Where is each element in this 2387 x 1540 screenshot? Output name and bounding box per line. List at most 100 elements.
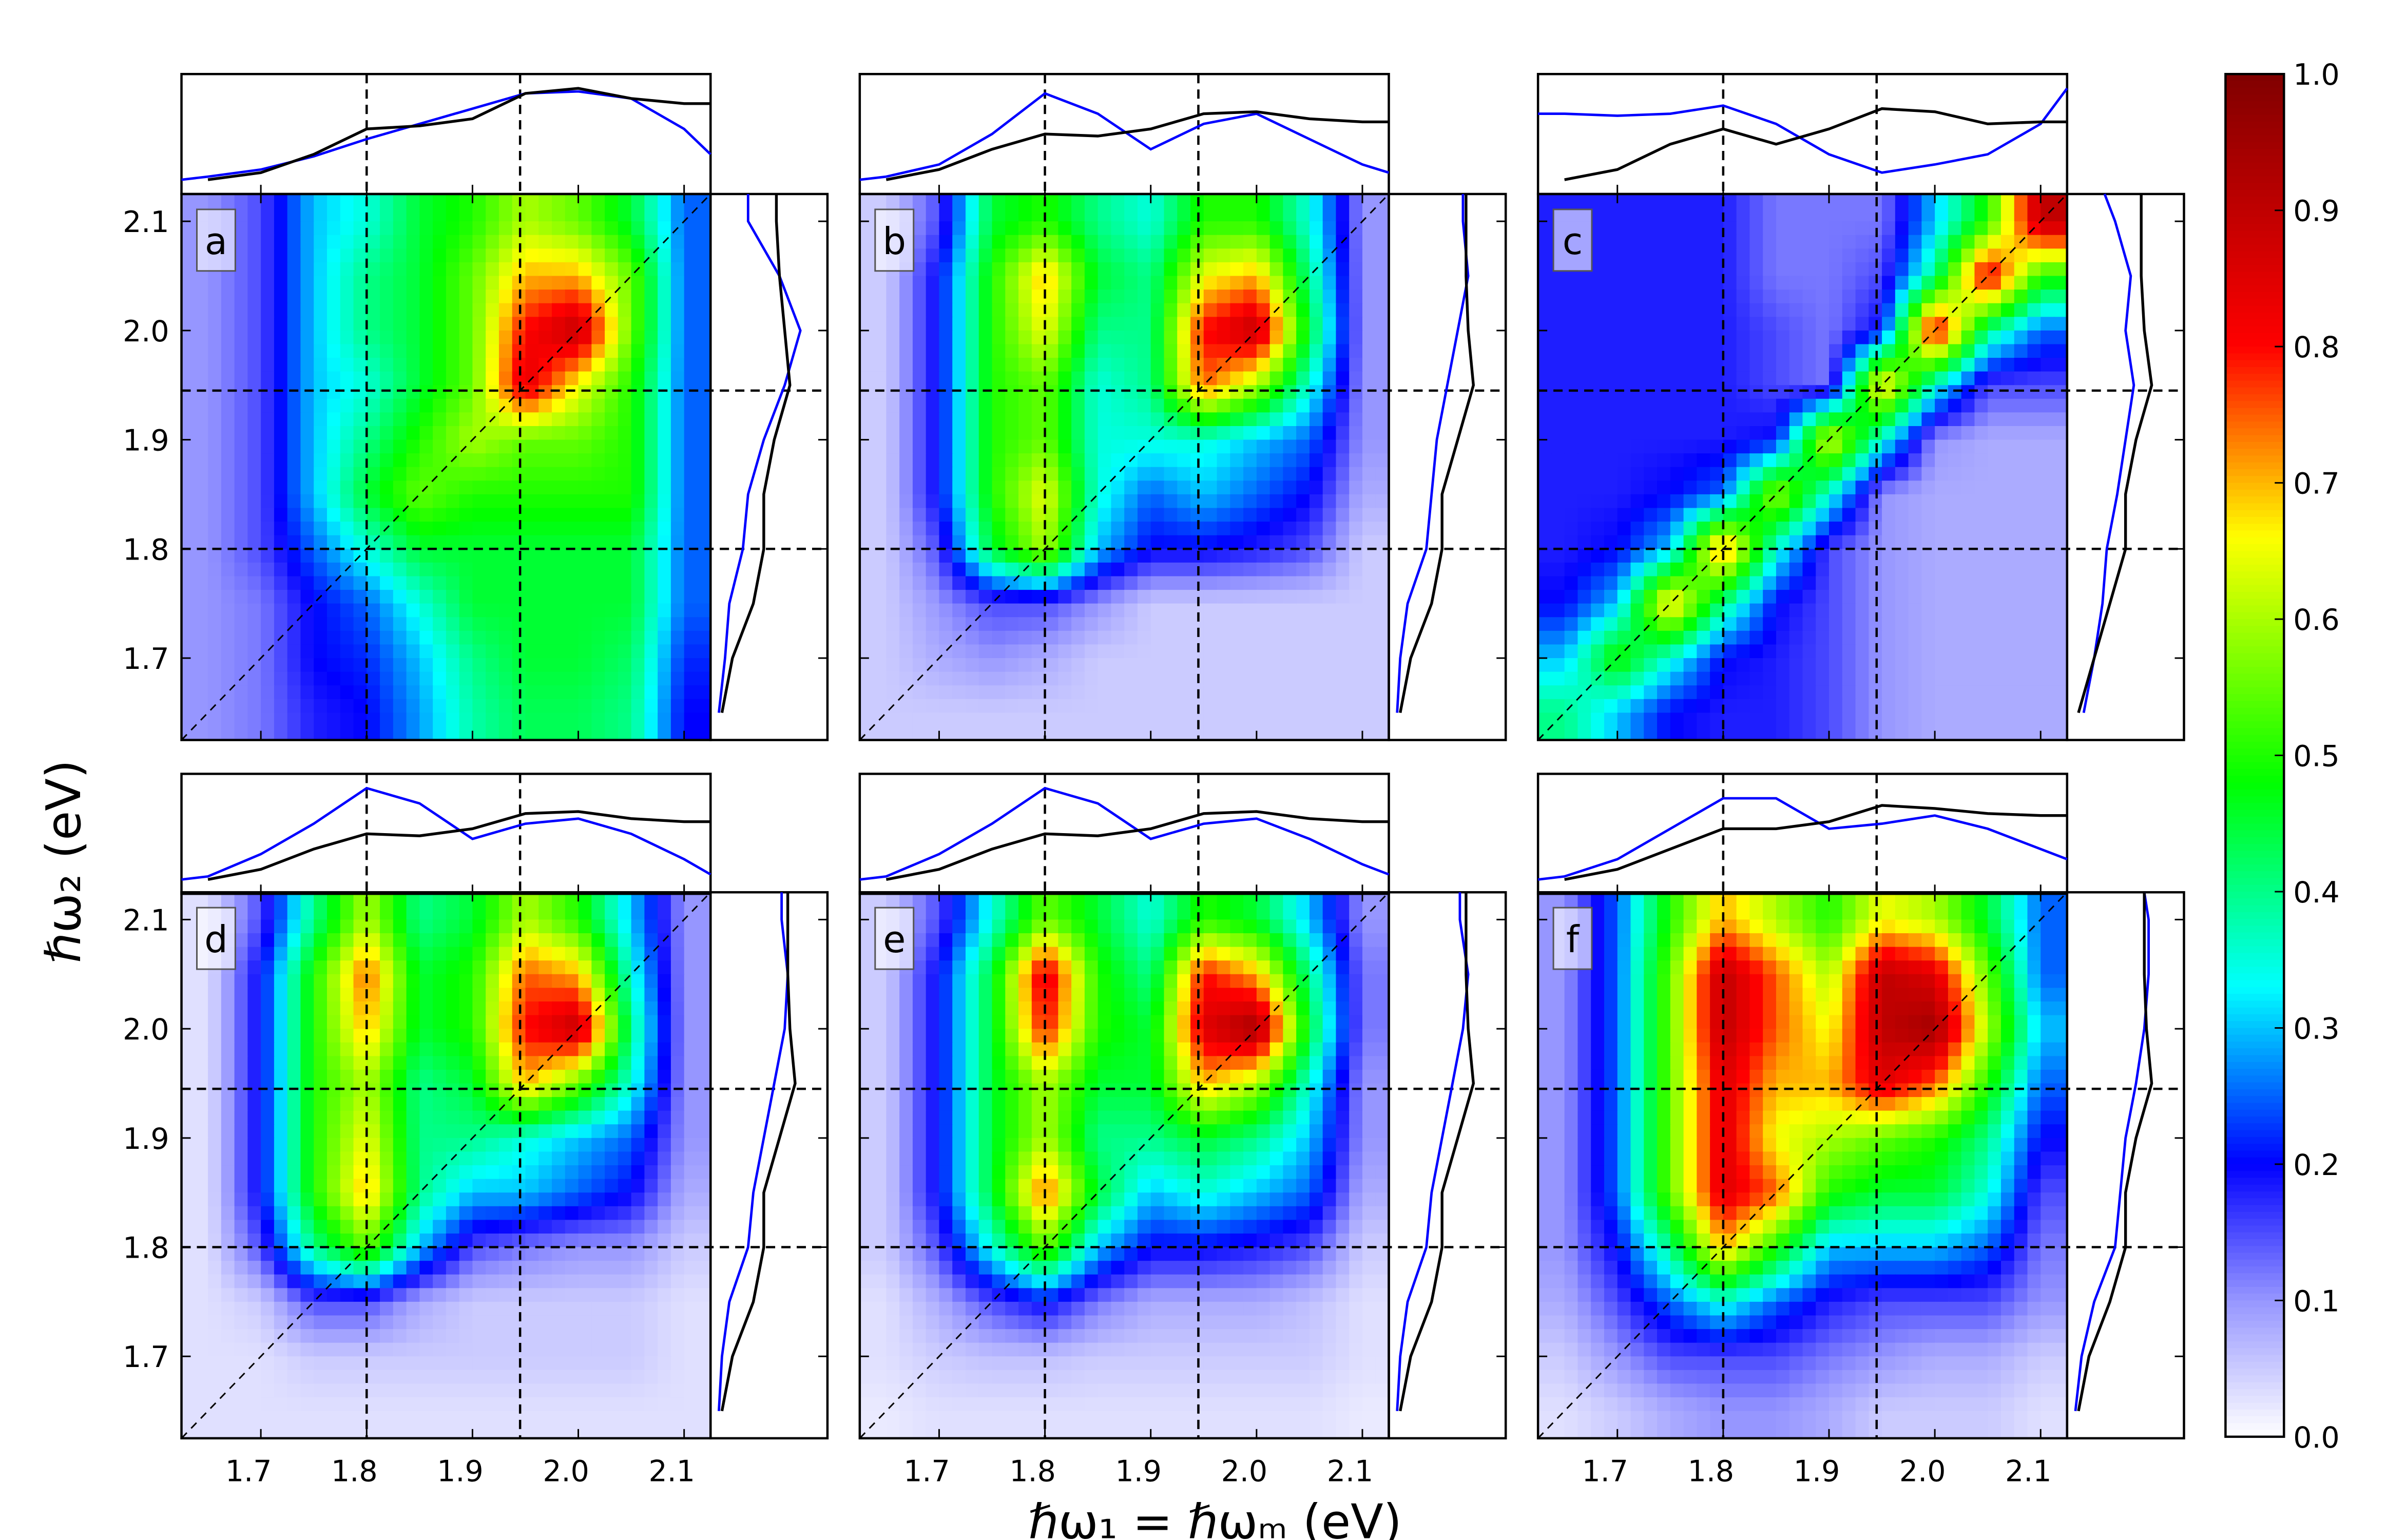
heatmap-cell — [1763, 235, 1777, 249]
heatmap-cell — [1150, 439, 1165, 454]
top-spectrum-blue — [1538, 87, 2068, 174]
heatmap-cell — [287, 467, 301, 482]
heatmap-cell — [886, 317, 900, 332]
heatmap-cell — [1058, 671, 1072, 686]
heatmap-cell — [1935, 630, 1949, 645]
heatmap-cell — [393, 617, 407, 632]
heatmap-cell — [1683, 699, 1698, 714]
heatmap-cell — [1564, 344, 1578, 359]
heatmap-cell — [1005, 671, 1019, 686]
heatmap-cell — [1217, 685, 1231, 700]
heatmap-cell — [1908, 290, 1922, 304]
heatmap-cell — [274, 235, 288, 249]
heatmap-cell — [1058, 658, 1072, 672]
heatmap-cell — [1137, 453, 1151, 468]
heatmap-cell — [2000, 726, 2015, 741]
heatmap-cell — [859, 412, 874, 427]
heatmap-cell — [1789, 426, 1803, 440]
heatmap-cell — [2014, 576, 2028, 591]
heatmap-cell — [1309, 658, 1323, 672]
heatmap-cell — [1657, 644, 1671, 659]
heatmap-cell — [939, 317, 953, 332]
heatmap-cell — [1005, 317, 1019, 332]
heatmap-cell — [1882, 535, 1896, 550]
heatmap-cell — [1670, 426, 1684, 440]
heatmap-cell — [1336, 671, 1350, 686]
heatmap-cell — [486, 330, 500, 345]
heatmap-cell — [1309, 549, 1323, 564]
heatmap-cell — [221, 630, 235, 645]
heatmap-cell — [552, 590, 566, 604]
heatmap-cell — [340, 630, 354, 645]
heatmap-cell — [446, 358, 460, 372]
heatmap-cell — [446, 535, 460, 550]
heatmap-cell — [1296, 248, 1311, 263]
heatmap-cell — [1617, 630, 1631, 645]
heatmap-cell — [859, 248, 874, 263]
heatmap-cell — [1974, 330, 1989, 345]
heatmap-cell — [300, 358, 315, 372]
heatmap-cell — [965, 221, 979, 236]
heatmap-cell — [1084, 562, 1099, 577]
heatmap-cell — [1098, 658, 1112, 672]
heatmap-cell — [1591, 549, 1605, 564]
heatmap-cell — [1882, 590, 1896, 604]
heatmap-cell — [393, 398, 407, 413]
heatmap-cell — [1564, 644, 1578, 659]
heatmap-cell — [380, 658, 394, 672]
heatmap-cell — [1630, 603, 1645, 618]
heatmap-cell — [1829, 290, 1843, 304]
heatmap-cell — [1111, 494, 1125, 509]
heatmap-cell — [1710, 508, 1724, 523]
heatmap-cell — [1789, 522, 1803, 536]
heatmap-cell — [1697, 467, 1711, 482]
heatmap-cell — [498, 262, 513, 277]
heatmap-cell — [1551, 522, 1565, 536]
heatmap-cell — [1375, 303, 1390, 318]
heatmap-cell — [1296, 658, 1311, 672]
heatmap-cell — [658, 344, 672, 359]
heatmap-cell — [952, 726, 967, 741]
heatmap-cell — [1551, 290, 1565, 304]
heatmap-cell — [459, 330, 473, 345]
heatmap-cell — [697, 330, 711, 345]
heatmap-cell — [912, 371, 927, 386]
heatmap-cell — [419, 207, 434, 222]
heatmap-cell — [181, 317, 196, 332]
heatmap-cell — [208, 358, 222, 372]
heatmap-cell — [1816, 494, 1830, 509]
heatmap-cell — [1084, 576, 1099, 591]
heatmap-cell — [181, 439, 196, 454]
heatmap-cell — [486, 494, 500, 509]
heatmap-cell — [552, 494, 566, 509]
heatmap-cell — [1683, 330, 1698, 345]
heatmap-cell — [1217, 221, 1231, 236]
heatmap-cell — [1736, 276, 1750, 291]
heatmap-cell — [1309, 590, 1323, 604]
heatmap-cell — [472, 562, 487, 577]
heatmap-cell — [1084, 330, 1099, 345]
heatmap-cell — [1604, 562, 1618, 577]
heatmap-cell — [1256, 358, 1270, 372]
heatmap-cell — [208, 726, 222, 741]
heatmap-cell — [367, 467, 381, 482]
heatmap-cell — [525, 480, 540, 495]
heatmap-cell — [406, 535, 420, 550]
heatmap-cell — [1045, 467, 1059, 482]
heatmap-cell — [1961, 276, 1975, 291]
heatmap-cell — [939, 439, 953, 454]
heatmap-cell — [393, 630, 407, 645]
heatmap-cell — [234, 549, 248, 564]
heatmap-cell — [446, 603, 460, 618]
heatmap-cell — [1604, 508, 1618, 523]
heatmap-cell — [1217, 630, 1231, 645]
heatmap-cell — [2000, 549, 2015, 564]
heatmap-cell — [1988, 576, 2002, 591]
heatmap-cell — [605, 344, 619, 359]
heatmap-cell — [1256, 371, 1270, 386]
heatmap-cell — [926, 371, 940, 386]
heatmap-cell — [195, 358, 209, 372]
heatmap-cell — [2000, 494, 2015, 509]
heatmap-cell — [978, 590, 993, 604]
heatmap-cell — [1177, 235, 1191, 249]
